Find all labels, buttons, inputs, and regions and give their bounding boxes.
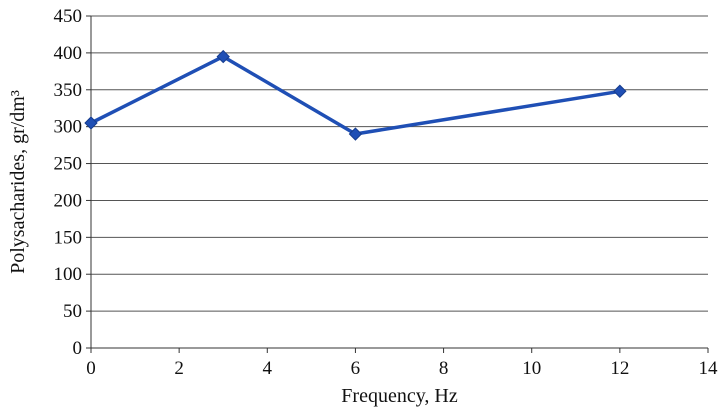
axes	[86, 15, 709, 353]
data-point-6	[348, 127, 363, 141]
x-tick-labels: 0 2 4 6 8 10 12 14	[86, 358, 718, 379]
y-tick-label-300: 300	[54, 117, 83, 138]
x-tick-label-2: 2	[174, 358, 184, 379]
data-point-3	[216, 49, 230, 64]
y-tick-label-150: 150	[54, 227, 83, 248]
y-tick-label-400: 400	[54, 43, 83, 64]
y-tick-labels: 0 50 100 150 200 250 300 350 400 450	[54, 6, 83, 359]
y-tick-label-450: 450	[54, 6, 83, 27]
x-tick-label-14: 14	[699, 358, 719, 379]
series-line-0	[90, 54, 621, 136]
data-point-0	[84, 116, 98, 130]
x-tick-label-10: 10	[522, 358, 541, 379]
y-tick-label-50: 50	[63, 301, 82, 322]
data-point-12	[613, 84, 627, 98]
x-tick-label-4: 4	[263, 358, 273, 379]
x-axis-label: Frequency, Hz	[341, 385, 458, 407]
y-tick-label-250: 250	[54, 154, 83, 175]
series-group	[84, 49, 627, 141]
x-tick-label-12: 12	[610, 358, 629, 379]
y-tick-label-350: 350	[54, 80, 83, 101]
y-axis-label: Polysacharides, gr/dm³	[7, 90, 29, 274]
x-tick-label-6: 6	[351, 358, 361, 379]
y-tick-label-100: 100	[54, 264, 83, 285]
x-tick-label-8: 8	[439, 358, 449, 379]
gridlines	[91, 15, 708, 312]
y-tick-label-200: 200	[54, 190, 83, 211]
y-tick-label-0: 0	[73, 338, 83, 359]
x-tick-label-0: 0	[86, 358, 96, 379]
